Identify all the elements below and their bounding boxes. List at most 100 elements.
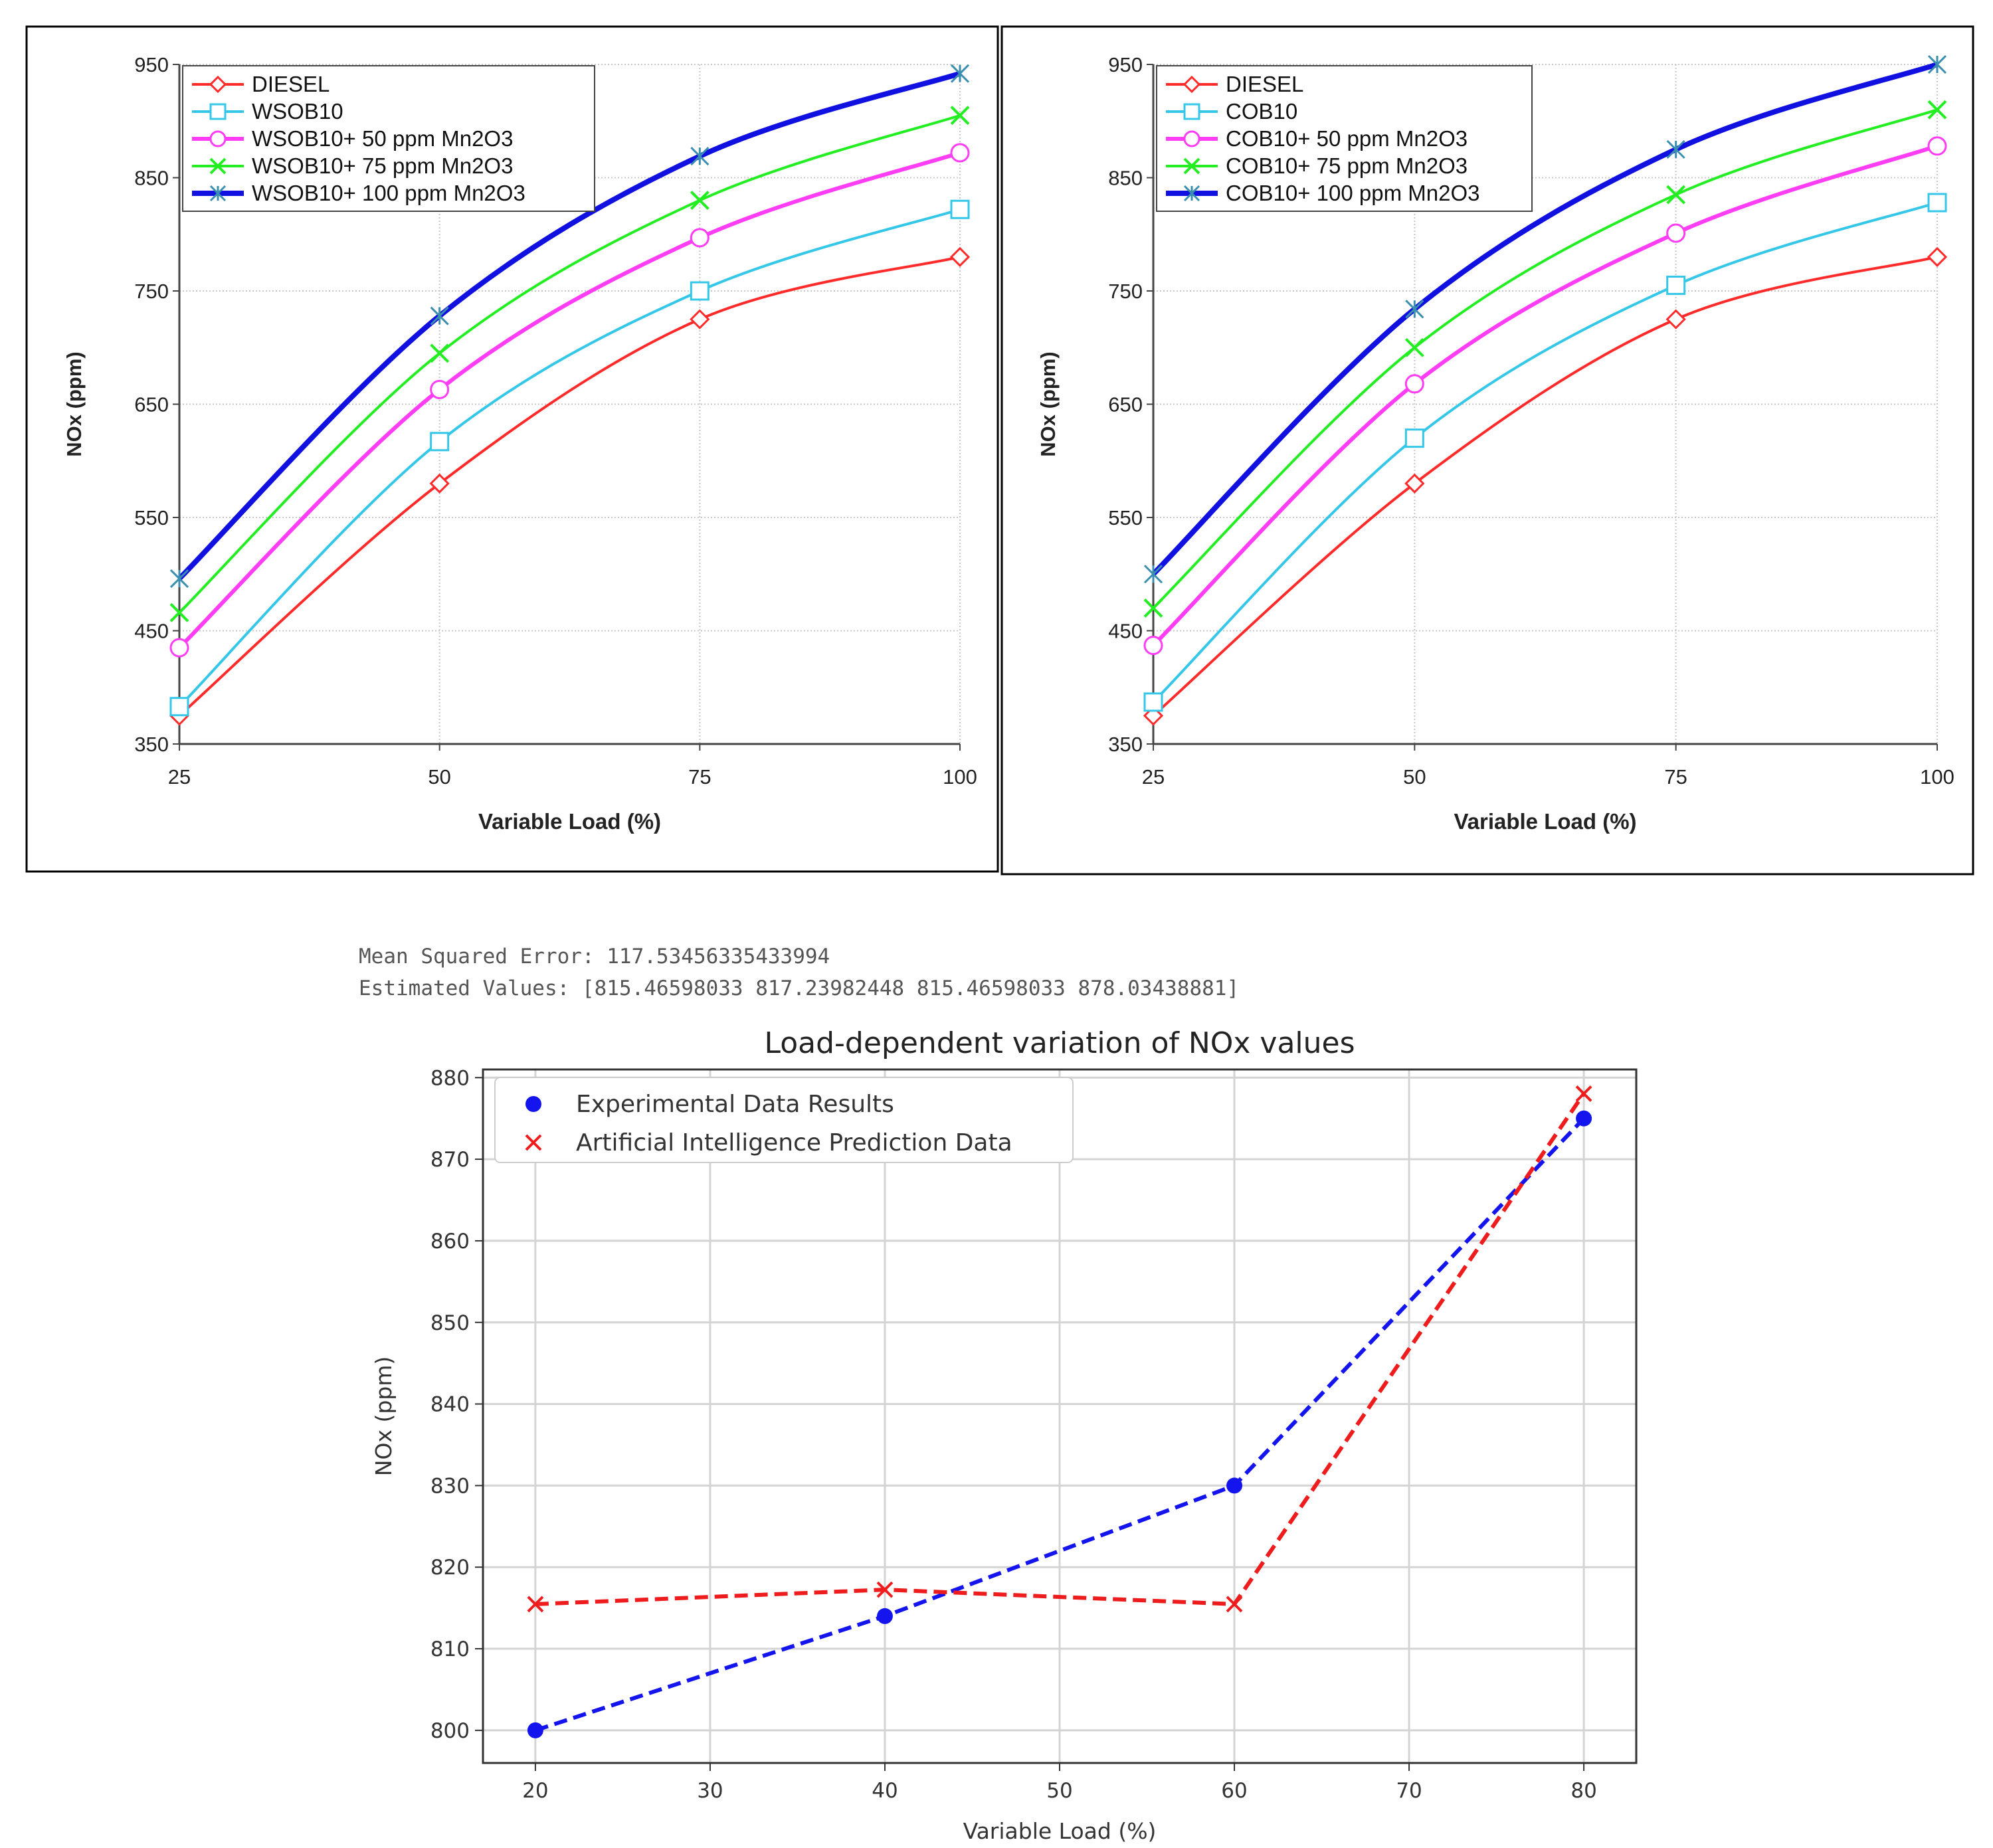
data-point: [690, 191, 710, 211]
data-point: [1404, 473, 1425, 494]
data-point: [430, 432, 450, 452]
data-point: [527, 1596, 544, 1613]
x-tick-label: 75: [688, 765, 711, 788]
x-tick-label: 100: [943, 765, 977, 788]
y-tick-label: 800: [430, 1719, 470, 1743]
y-tick-label: 840: [430, 1393, 470, 1417]
series-line: [1151, 143, 1938, 647]
legend-label: WSOB10+ 100 ppm Mn2O3: [252, 181, 525, 205]
y-tick-label: 880: [430, 1066, 470, 1090]
y-tick-label: 810: [430, 1637, 470, 1661]
y-tick-label: 450: [134, 620, 169, 643]
series-line: [1152, 108, 1938, 609]
y-tick-label: 750: [134, 280, 169, 303]
legend-label: COB10+ 75 ppm Mn2O3: [1226, 153, 1468, 178]
legend-label: WSOB10+ 50 ppm Mn2O3: [252, 126, 513, 151]
series-line: [178, 208, 961, 708]
legend-marker: [209, 185, 227, 202]
data-point: [1143, 565, 1163, 584]
legend-label: WSOB10+ 75 ppm Mn2O3: [252, 153, 513, 178]
data-point: [1143, 598, 1163, 618]
legend-marker: [1183, 157, 1200, 175]
data-point: [430, 379, 450, 399]
series-line: [1151, 62, 1939, 577]
x-tick-label: 50: [1403, 765, 1426, 788]
x-tick-label: 60: [1221, 1779, 1247, 1803]
data-point: [169, 602, 189, 622]
series-line: [177, 70, 961, 581]
y-axis-title: NOx (ppm): [1036, 351, 1060, 456]
series-2: [169, 143, 970, 658]
y-tick-label: 830: [430, 1474, 470, 1498]
series-line: [178, 255, 961, 717]
y-tick-label: 950: [134, 53, 169, 76]
y-tick-label: 550: [1108, 506, 1143, 529]
legend-label: COB10+ 50 ppm Mn2O3: [1226, 126, 1468, 151]
legend-label: COB10+ 100 ppm Mn2O3: [1226, 181, 1479, 205]
data-point: [429, 473, 450, 494]
x-tick-label: 50: [1046, 1779, 1072, 1803]
x-axis-title: Variable Load (%): [963, 1818, 1157, 1844]
chart-wsob: 350 450 550 650 750 850 950 25 50 75 100 Variable L…: [25, 25, 999, 873]
legend-label: DIESEL: [252, 72, 330, 96]
series-line: [1152, 201, 1938, 703]
series-1: [527, 1085, 1592, 1613]
data-point: [949, 246, 971, 267]
data-point: [430, 306, 449, 325]
data-point: [876, 1608, 893, 1624]
data-point: [1927, 136, 1947, 156]
data-point: [1405, 300, 1424, 319]
data-point: [690, 228, 710, 248]
series-4: [1143, 54, 1947, 584]
legend-box: [182, 65, 595, 212]
data-point: [1143, 636, 1163, 656]
data-point: [1666, 223, 1686, 243]
series-line: [535, 1092, 1586, 1606]
y-tick-label: 450: [1108, 620, 1143, 643]
series-0: [527, 1110, 1592, 1738]
data-point: [1404, 428, 1424, 448]
y-tick-label: 650: [134, 393, 169, 416]
y-tick-label: 850: [1108, 167, 1143, 190]
chart-cob: 350 450 550 650 750 850 950 25 50 75 100 Variable L…: [1000, 25, 1974, 876]
data-point: [1927, 193, 1947, 213]
x-tick-label: 30: [697, 1779, 723, 1803]
data-point: [1576, 1110, 1592, 1127]
legend-label: COB10: [1226, 99, 1297, 124]
x-tick-label: 20: [522, 1779, 548, 1803]
legend-marker: [1183, 75, 1201, 94]
y-tick-label: 350: [134, 733, 169, 756]
estimated-values-readout: Estimated Values: [815.46598033 817.2398…: [359, 976, 1240, 1000]
y-tick-label: 750: [1108, 280, 1143, 303]
data-point: [876, 1581, 894, 1598]
series-1: [169, 199, 970, 717]
legend-label: Experimental Data Results: [576, 1091, 894, 1118]
data-point: [430, 343, 450, 363]
data-point: [1575, 1085, 1592, 1102]
legend: Experimental Data Results Artificial Inte…: [494, 1077, 1074, 1163]
y-tick-label: 350: [1108, 733, 1143, 756]
data-point: [950, 106, 970, 126]
data-point: [1226, 1596, 1243, 1613]
y-tick-label: 850: [134, 167, 169, 190]
data-point: [1226, 1477, 1243, 1494]
legend-marker: [209, 157, 227, 175]
chart-title: Load-dependent variation of NOx values: [764, 1026, 1355, 1060]
legend-marker: [525, 1096, 541, 1112]
legend-label: DIESEL: [1226, 72, 1303, 96]
data-point: [527, 1722, 543, 1738]
data-point: [1927, 246, 1948, 267]
data-point: [950, 143, 970, 163]
series-1: [1143, 193, 1947, 712]
data-point: [1927, 100, 1947, 120]
legend-label: WSOB10: [252, 99, 343, 124]
data-point: [1404, 374, 1424, 394]
y-tick-label: 870: [430, 1148, 470, 1172]
data-point: [1927, 54, 1947, 74]
legend-box: [494, 1077, 1074, 1163]
y-axis-title: NOx (ppm): [62, 351, 86, 456]
mse-readout: Mean Squared Error: 117.53456335433994: [359, 945, 830, 969]
series-4: [169, 64, 970, 589]
series-line: [1152, 255, 1938, 717]
